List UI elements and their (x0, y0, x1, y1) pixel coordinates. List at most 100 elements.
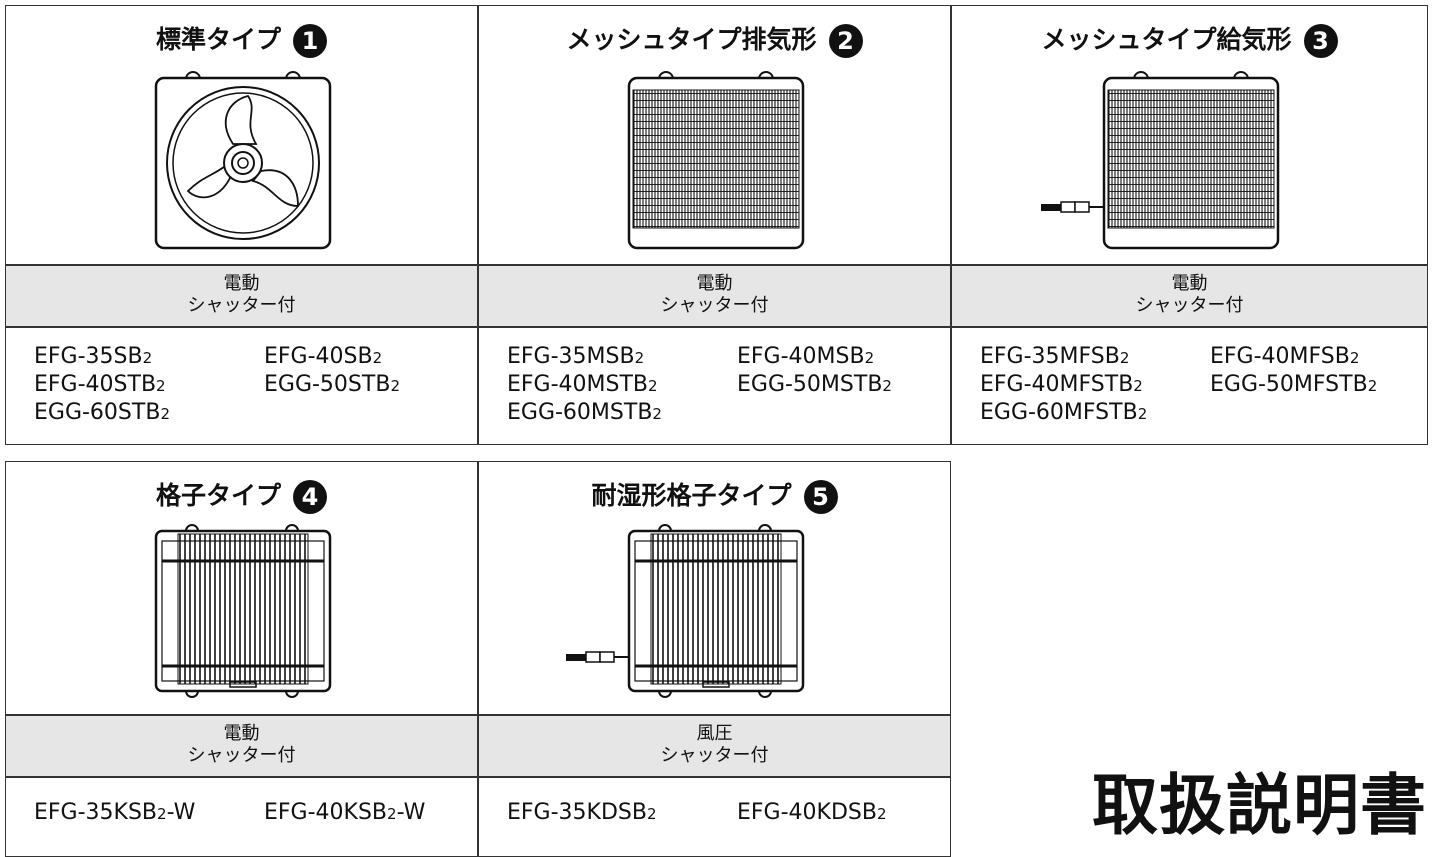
model-suffix: 2 (652, 405, 662, 423)
image-cell: 標準タイプ 1 (5, 5, 478, 265)
type-name: メッシュタイプ給気形 (1041, 25, 1292, 54)
image-cell: 耐湿形格子タイプ 5 (478, 461, 951, 715)
model-name: EGG-60MSTB2 (507, 400, 662, 425)
model-base: EFG-35MSB (507, 344, 635, 369)
cell-title: メッシュタイプ排気形 2 (479, 20, 950, 58)
model-suffix: 2 (387, 805, 397, 823)
model-suffix: 2 (1367, 377, 1378, 395)
model-base: EFG-35KSB (34, 800, 158, 825)
type-badge: 1 (293, 24, 327, 58)
image-cell: メッシュタイプ排気形 2 (478, 5, 951, 265)
model-name: EGG-50STB2 (264, 372, 400, 397)
model-base: EFG-40MFSB (1210, 344, 1350, 369)
shutter-text: 電動 シャッター付 (6, 723, 477, 767)
model-name: EGG-60MFSTB2 (980, 400, 1147, 425)
model-base: EFG-40KSB (264, 800, 388, 825)
document-title: 取扱説明書 (1092, 767, 1427, 844)
model-suffix: 2 (634, 349, 645, 367)
model-name: EFG-35MSB2 (507, 344, 644, 369)
model-suffix: 2 (882, 377, 892, 395)
model-cell: EFG-35MFSB2 EFG-40MFSB2 EFG-40MFSTB2 EGG-50… (951, 327, 1428, 445)
type-badge: 5 (803, 480, 838, 514)
shutter-line: 電動 (223, 723, 260, 744)
model-name: EFG-40MFSB2 (1210, 344, 1359, 369)
image-cell: メッシュタイプ給気形 3 (951, 5, 1428, 265)
model-name: EGG-50MFSTB2 (1210, 372, 1377, 397)
model-base: EGG-50MFSTB (1210, 372, 1368, 397)
model-base: EFG-40KDSB (737, 800, 877, 825)
model-name: EFG-40SB2 (264, 344, 382, 369)
cell-title: 標準タイプ 1 (6, 20, 477, 58)
model-base: EGG-60MSTB (507, 400, 653, 425)
shutter-cell: 電動 シャッター付 (478, 265, 951, 327)
model-suffix: 2 (648, 377, 658, 395)
model-suffix: 2 (390, 377, 400, 395)
model-name: EFG-40MSB2 (737, 344, 874, 369)
model-base: EFG-40SB (264, 344, 373, 369)
model-suffix: 2 (1349, 349, 1360, 367)
product-image (627, 71, 804, 250)
type-badge: 2 (828, 24, 863, 58)
cell-title: メッシュタイプ給気形 3 (952, 20, 1427, 58)
shutter-text: 電動 シャッター付 (6, 273, 477, 317)
shutter-cell: 電動 シャッター付 (5, 715, 478, 777)
model-suffix: 2 (1133, 377, 1143, 395)
image-cell: 格子タイプ 4 (5, 461, 478, 715)
model-suffix: 2 (864, 349, 875, 367)
model-base: EGG-50MSTB (737, 372, 883, 397)
cell-title: 耐湿形格子タイプ 5 (479, 476, 950, 514)
model-cell: EFG-35MSB2 EFG-40MSB2 EFG-40MSTB2 EGG-50MST… (478, 327, 951, 445)
model-cell: EFG-35KDSB2 EFG-40KDSB2 (478, 777, 951, 857)
shutter-line: シャッター付 (660, 295, 769, 316)
type-badge: 4 (293, 480, 327, 514)
model-cell: EFG-35KSB2-W EFG-40KSB2-W (5, 777, 478, 857)
shutter-line: 電動 (696, 273, 733, 294)
model-name: EGG-50MSTB2 (737, 372, 892, 397)
model-suffix: 2 (372, 349, 383, 367)
model-base: EFG-35KDSB (507, 800, 647, 825)
shutter-line: シャッター付 (660, 745, 769, 766)
model-suffix: 2 (160, 405, 170, 423)
product-image (154, 71, 331, 250)
product-image (565, 524, 804, 698)
product-image (154, 524, 331, 698)
model-name: EFG-40KDSB2 (737, 800, 887, 825)
model-base: EFG-40MSB (737, 344, 865, 369)
model-base: EFG-35SB (34, 344, 143, 369)
type-name: メッシュタイプ排気形 (566, 25, 817, 54)
model-name: EFG-40KSB2-W (264, 800, 425, 825)
model-suffix: 2 (1119, 349, 1130, 367)
model-tail: -W (396, 800, 426, 825)
model-name: EFG-40MFSTB2 (980, 372, 1143, 397)
model-base: EGG-50STB (264, 372, 391, 397)
model-suffix: 2 (1137, 405, 1148, 423)
model-tail: -W (166, 800, 196, 825)
product-image (1040, 71, 1279, 250)
model-name: EFG-40MSTB2 (507, 372, 658, 397)
shutter-text: 電動 シャッター付 (952, 273, 1427, 317)
model-base: EFG-40STB (34, 372, 157, 397)
model-suffix: 2 (646, 805, 657, 823)
shutter-line: 電動 (223, 273, 260, 294)
model-name: EFG-35KDSB2 (507, 800, 657, 825)
model-suffix: 2 (157, 805, 167, 823)
model-name: EFG-40STB2 (34, 372, 166, 397)
shutter-text: 風圧 シャッター付 (479, 723, 950, 767)
shutter-cell: 電動 シャッター付 (951, 265, 1428, 327)
shutter-line: 電動 (1171, 273, 1208, 294)
cell-title: 格子タイプ 4 (6, 476, 477, 514)
shutter-line: 風圧 (696, 723, 733, 744)
model-base: EFG-40MSTB (507, 372, 649, 397)
shutter-line: シャッター付 (187, 295, 296, 316)
model-name: EFG-35KSB2-W (34, 800, 195, 825)
shutter-line: シャッター付 (187, 745, 296, 766)
model-base: EFG-35MFSB (980, 344, 1120, 369)
model-name: EGG-60STB2 (34, 400, 170, 425)
shutter-text: 電動 シャッター付 (479, 273, 950, 317)
type-name: 耐湿形格子タイプ (591, 481, 792, 510)
type-badge: 3 (1303, 24, 1338, 58)
type-name: 標準タイプ (155, 25, 281, 54)
shutter-cell: 風圧 シャッター付 (478, 715, 951, 777)
model-cell: EFG-35SB2 EFG-40SB2 EFG-40STB2 EGG-50STB2 EG… (5, 327, 478, 445)
